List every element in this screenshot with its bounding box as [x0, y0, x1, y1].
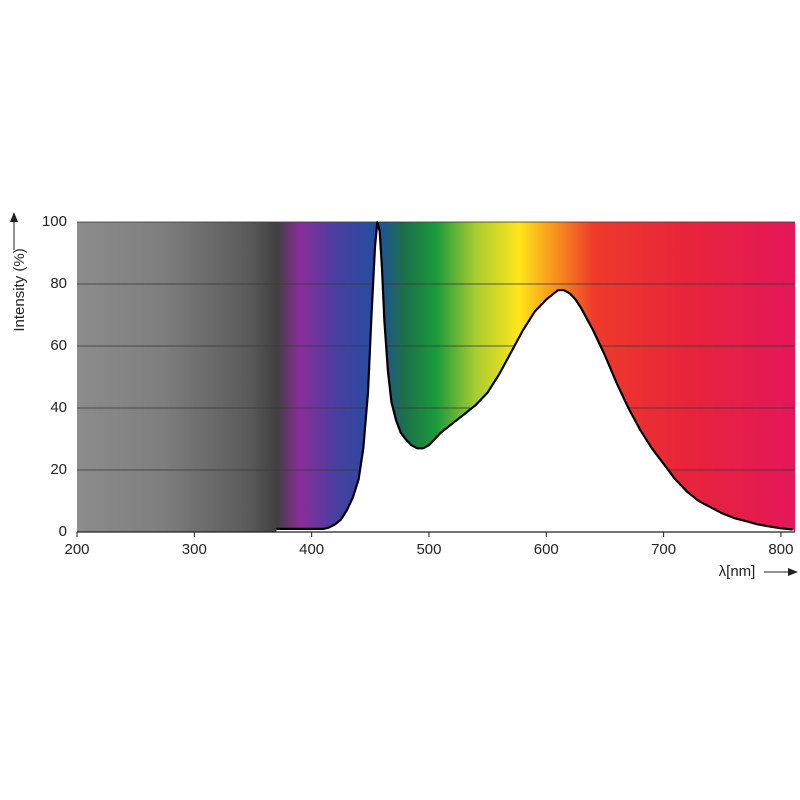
x-tick-label: 700	[651, 541, 676, 558]
x-tick-label: 600	[534, 541, 559, 558]
area-under-curve	[276, 222, 795, 532]
x-axis-label: λ[nm]	[719, 563, 756, 580]
x-tick-label: 800	[768, 541, 793, 558]
x-tick-label: 300	[182, 541, 207, 558]
y-tick-label: 60	[50, 337, 67, 354]
plot	[276, 220, 795, 532]
y-arrow-head	[10, 212, 18, 222]
spectrum-line	[276, 220, 793, 531]
y-tick-label: 20	[50, 461, 67, 478]
x-tick-label: 500	[416, 541, 441, 558]
y-axis-label: Intensity (%)	[11, 248, 28, 331]
x-tick-label: 200	[64, 541, 89, 558]
x-arrow-head	[788, 568, 798, 576]
y-tick-label: 0	[59, 523, 67, 540]
y-tick-label: 100	[42, 213, 67, 230]
x-tick-label: 400	[299, 541, 324, 558]
y-tick-label: 80	[50, 275, 67, 292]
y-tick-label: 40	[50, 399, 67, 416]
